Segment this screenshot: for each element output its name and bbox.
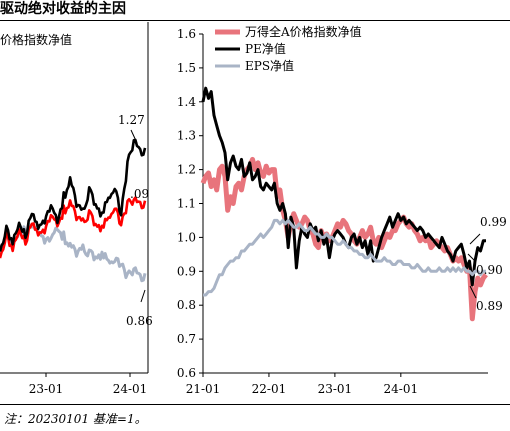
y-tick-label: 1.0 [177, 230, 196, 244]
x-tick-label: 21-01 [186, 382, 221, 396]
y-tick-label: 1.2 [177, 163, 196, 177]
y-tick-label: 1.4 [177, 95, 196, 109]
annotation-leader [140, 289, 146, 303]
annotation-leader [467, 253, 477, 263]
series-line-1 [201, 86, 486, 287]
page-title: 驱动绝对收益的主因 [0, 1, 126, 17]
legend-label-0: 万得全A价格指数净值 [245, 24, 362, 39]
annotation-leader [469, 285, 477, 299]
annotation-leader [469, 233, 481, 245]
y-tick-label: 1.1 [177, 197, 196, 211]
annotation-leader [130, 129, 138, 144]
series-line-2 [0, 222, 147, 283]
legend-label-2: EPS净值 [245, 58, 294, 73]
left-legend-label: 价格指数净值 [0, 32, 72, 47]
y-tick-label: 0.7 [177, 332, 196, 346]
annotation-label: 0.99 [480, 215, 507, 229]
x-tick-label: 24-01 [384, 382, 419, 396]
annotation-label: .09 [130, 187, 149, 201]
x-tick-label: 24-01 [113, 382, 148, 396]
x-tick-label: 23-01 [318, 382, 353, 396]
series-line-0 [0, 138, 147, 252]
y-tick-label: 1.5 [177, 61, 196, 75]
legend-label-1: PE净值 [245, 41, 286, 56]
left-chart: 价格指数净值 23-01 24-01 1.27 .09 0.86 [0, 22, 153, 396]
y-tick-label: 1.3 [177, 129, 196, 143]
annotation-label: 0.89 [476, 299, 503, 313]
y-tick-label: 0.8 [177, 298, 196, 312]
series-line-2 [203, 218, 486, 297]
title-divider [0, 20, 510, 21]
source-note: 注：20230101 基准=1。 [4, 412, 147, 426]
x-tick-label: 22-01 [252, 382, 287, 396]
annotation-label: 0.90 [476, 263, 503, 277]
x-tick-label: 23-01 [29, 382, 64, 396]
y-tick-label: 0.9 [177, 264, 196, 278]
y-tick-label: 1.6 [177, 27, 196, 41]
y-tick-label: 0.6 [177, 366, 196, 380]
footer-divider [0, 404, 510, 405]
right-chart: 0.6 0.7 0.8 0.9 1.0 1.1 1.2 1.3 1.4 1.5 1.6 21-01 2… [177, 24, 507, 396]
annotation-label: 0.86 [126, 314, 153, 328]
annotation-label: 1.27 [118, 113, 145, 127]
